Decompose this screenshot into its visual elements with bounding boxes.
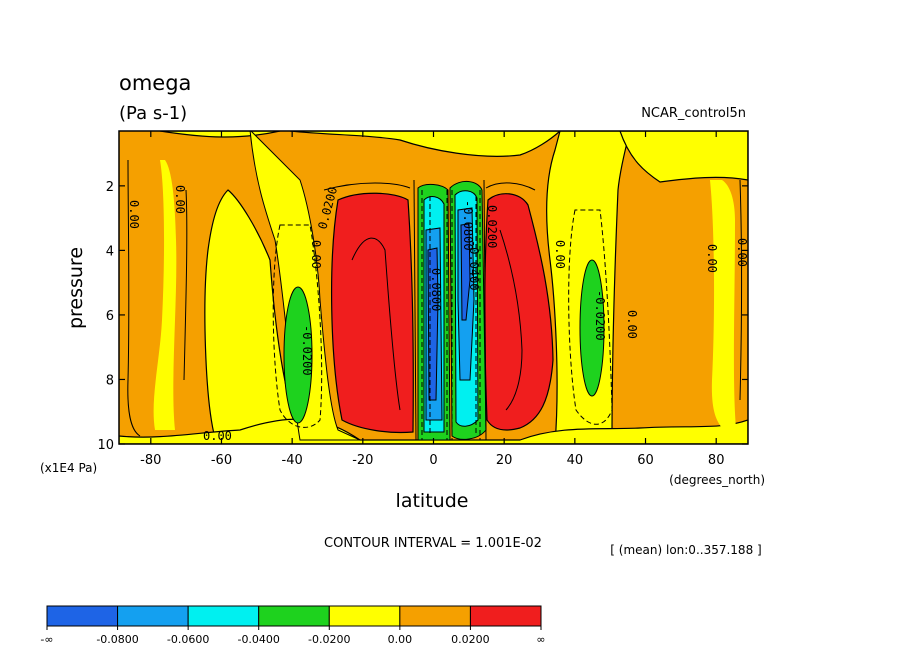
contour-label-zero-5: 0.00 [625, 310, 639, 339]
contour-label-neg-left: -0.0200 [300, 325, 314, 376]
dataset-label: NCAR_control5n [641, 106, 746, 121]
colorbar-label: -0.0800 [96, 633, 138, 646]
colorbar: -∞ -0.0800 -0.0600 -0.0400 -0.0200 0.00 0.0200… [40, 605, 546, 646]
y-axis: 2 4 6 8 10 [97, 180, 748, 453]
colorbar-swatch [258, 605, 330, 627]
x-tick-label: -40 [282, 453, 303, 468]
y-tick-label: 8 [106, 373, 114, 388]
x-tick-label: 60 [637, 453, 654, 468]
contour-label-eq-1: 0.0800 [429, 268, 443, 311]
colorbar-label: -0.0200 [308, 633, 350, 646]
band-red-left [331, 192, 414, 434]
y-tick-label: 4 [106, 244, 114, 259]
band-yellow-upper [289, 131, 561, 157]
y-tick-label: 10 [97, 438, 114, 453]
colorbar-swatch [46, 605, 119, 627]
x-tick-label: -20 [352, 453, 373, 468]
colorbar-label: -0.0400 [237, 633, 279, 646]
chart-title: omega [119, 71, 191, 95]
chart-units: (Pa s-1) [119, 103, 187, 124]
subset-text: [ (mean) lon:0..357.188 ] [610, 543, 761, 557]
colorbar-label: ∞ [536, 633, 545, 646]
contour-plot [119, 131, 748, 444]
contour-label-zero-7: 0.00 [735, 238, 749, 267]
band-yellow-inner-left [249, 131, 361, 441]
y-tick-label: 2 [106, 180, 114, 195]
colorbar-label: -∞ [40, 633, 53, 646]
colorbar-swatch [328, 605, 401, 627]
contour-label-zero-6: 0.00 [705, 244, 719, 273]
contour-lines [127, 159, 742, 441]
x-axis-label: latitude [396, 490, 469, 512]
band-yellow-top-right [619, 131, 748, 183]
colorbar-label: 0.0200 [451, 633, 490, 646]
contour-interval: CONTOUR INTERVAL = 1.001E-02 [324, 536, 542, 551]
contour-label-neg-right: -0.0200 [593, 290, 607, 341]
x-tick-label: 40 [567, 453, 584, 468]
band-blue-equator [427, 223, 471, 401]
x-tick-label: -60 [211, 453, 232, 468]
colorbar-label: 0.00 [388, 633, 413, 646]
band-green-right [579, 259, 605, 397]
colorbar-swatch [117, 605, 189, 627]
y-axis-label: pressure [65, 247, 87, 329]
colorbar-label: -0.0600 [167, 633, 209, 646]
colorbar-swatch [399, 605, 471, 627]
contour-label-eq-3: -0.0400 [467, 240, 481, 291]
x-tick-label: 0 [429, 453, 437, 468]
band-green-left [283, 286, 313, 424]
x-tick-label: 20 [496, 453, 513, 468]
contour-label-zero-1: 0.00 [127, 200, 141, 229]
contour-label-group: 0.00 0.00 0.0200 0.00 -0.0200 0.00 0.080… [127, 185, 749, 443]
negative-contour-lines [272, 190, 613, 440]
contour-label-zero-4: 0.00 [553, 240, 567, 269]
x-tick-label: -80 [140, 453, 161, 468]
contour-label-eq-2: -0.0800 [461, 200, 475, 251]
colorbar-swatch [469, 605, 542, 627]
contour-label-pos-right: 0.0200 [485, 205, 499, 248]
x-axis-units: (degrees_north) [669, 473, 765, 487]
colorbar-swatch [187, 605, 260, 627]
x-tick-label: 80 [708, 453, 725, 468]
contour-label-zero-3: 0.00 [309, 240, 323, 269]
y-tick-label: 6 [106, 309, 114, 324]
contour-label-zero-2: 0.00 [173, 185, 187, 214]
x-axis: -80 -60 -40 -20 0 20 40 60 80 [140, 131, 724, 468]
contour-label-zero-bottom: 0.00 [203, 429, 232, 443]
y-axis-units: (x1E4 Pa) [40, 461, 97, 475]
